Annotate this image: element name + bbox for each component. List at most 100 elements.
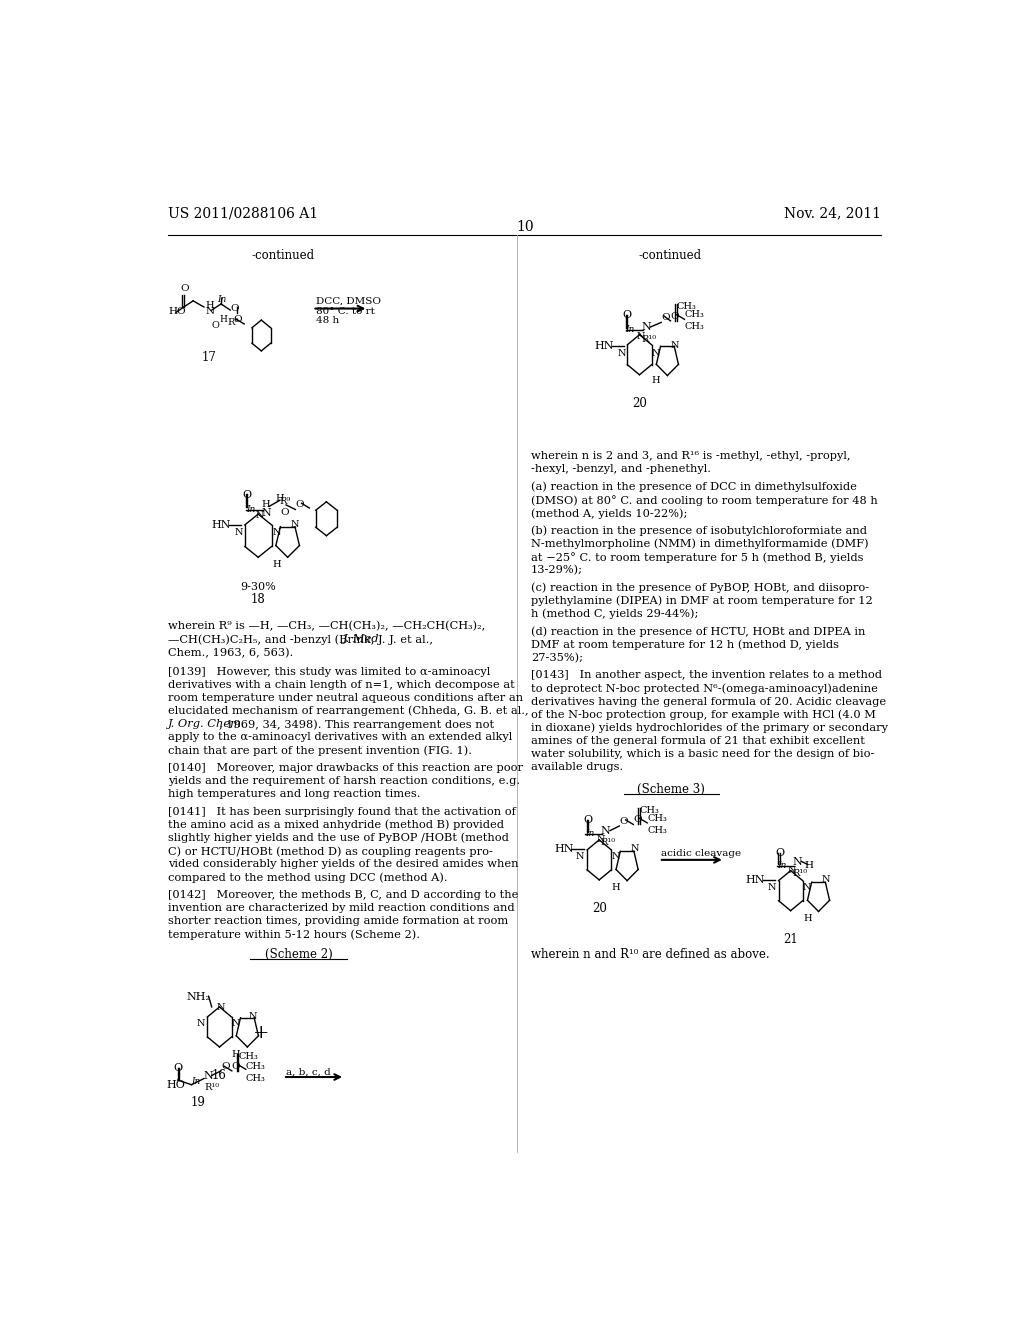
Text: amines of the general formula of 21 that exhibit excellent: amines of the general formula of 21 that… <box>531 737 865 746</box>
Text: O: O <box>221 1061 229 1071</box>
Text: HN: HN <box>595 341 614 351</box>
Text: (a) reaction in the presence of DCC in dimethylsulfoxide: (a) reaction in the presence of DCC in d… <box>531 482 857 492</box>
Text: high temperatures and long reaction times.: high temperatures and long reaction time… <box>168 789 421 799</box>
Text: 80° C. to rt: 80° C. to rt <box>315 308 375 315</box>
Text: H: H <box>803 913 812 923</box>
Text: 18: 18 <box>251 594 265 606</box>
Text: O: O <box>775 849 784 858</box>
Text: H: H <box>261 500 270 510</box>
Text: N: N <box>231 1019 241 1028</box>
Text: N: N <box>216 1003 225 1012</box>
Text: -continued: -continued <box>252 249 314 263</box>
Text: h (method C, yields 29-44%);: h (method C, yields 29-44%); <box>531 609 698 619</box>
Text: J. Org. Chem.: J. Org. Chem. <box>168 719 246 729</box>
Text: O: O <box>295 500 304 510</box>
Text: 10: 10 <box>516 220 534 234</box>
Text: O: O <box>620 817 628 826</box>
Text: +: + <box>253 1024 269 1041</box>
Text: (method A, yields 10-22%);: (method A, yields 10-22%); <box>531 508 687 519</box>
Text: 20: 20 <box>632 397 647 411</box>
Text: HO: HO <box>168 308 186 315</box>
Text: In: In <box>586 829 595 838</box>
Text: available drugs.: available drugs. <box>531 762 624 772</box>
Text: elucidated mechanism of rearrangement (Chheda, G. B. et al.,: elucidated mechanism of rearrangement (C… <box>168 706 529 717</box>
Text: yields and the requirement of harsh reaction conditions, e.g.: yields and the requirement of harsh reac… <box>168 776 520 785</box>
Text: O: O <box>584 816 593 825</box>
Text: N: N <box>793 857 802 867</box>
Text: O: O <box>233 314 242 323</box>
Text: US 2011/0288106 A1: US 2011/0288106 A1 <box>168 206 318 220</box>
Text: wherein R⁹ is —H, —CH₃, —CH(CH₃)₂, —CH₂CH(CH₃)₂,: wherein R⁹ is —H, —CH₃, —CH(CH₃)₂, —CH₂C… <box>168 620 485 631</box>
Text: water solubility, which is a basic need for the design of bio-: water solubility, which is a basic need … <box>531 748 874 759</box>
Text: H: H <box>231 1051 241 1059</box>
Text: at −25° C. to room temperature for 5 h (method B, yields: at −25° C. to room temperature for 5 h (… <box>531 552 863 562</box>
Text: R⁹: R⁹ <box>280 498 291 506</box>
Text: (Scheme 2): (Scheme 2) <box>264 948 333 961</box>
Text: (DMSO) at 80° C. and cooling to room temperature for 48 h: (DMSO) at 80° C. and cooling to room tem… <box>531 495 878 506</box>
Text: N: N <box>611 853 621 861</box>
Text: N: N <box>636 331 645 341</box>
Text: In: In <box>626 326 635 334</box>
Text: N: N <box>652 348 660 358</box>
Text: [0139]   However, this study was limited to α-aminoacyl: [0139] However, this study was limited t… <box>168 667 490 677</box>
Text: N: N <box>671 341 679 350</box>
Text: R¹⁰: R¹⁰ <box>793 869 807 878</box>
Text: DMF at room temperature for 12 h (method D, yields: DMF at room temperature for 12 h (method… <box>531 640 839 651</box>
Text: O: O <box>173 1063 182 1073</box>
Text: N: N <box>255 511 263 520</box>
Text: [0141]   It has been surprisingly found that the activation of: [0141] It has been surprisingly found th… <box>168 807 516 817</box>
Text: In: In <box>246 506 255 513</box>
Text: CH₃: CH₃ <box>677 302 696 312</box>
Text: N: N <box>197 1019 205 1028</box>
Text: pylethylamine (DIPEA) in DMF at room temperature for 12: pylethylamine (DIPEA) in DMF at room tem… <box>531 595 872 606</box>
Text: N: N <box>617 348 627 358</box>
Text: [0143]   In another aspect, the invention relates to a method: [0143] In another aspect, the invention … <box>531 671 882 680</box>
Text: HN: HN <box>554 845 573 854</box>
Text: (d) reaction in the presence of HCTU, HOBt and DIPEA in: (d) reaction in the presence of HCTU, HO… <box>531 627 865 638</box>
Text: In: In <box>776 862 786 870</box>
Text: R⁹: R⁹ <box>227 318 239 327</box>
Text: H: H <box>219 314 227 323</box>
Text: N: N <box>272 528 281 537</box>
Text: CH₃: CH₃ <box>684 310 705 319</box>
Text: , 1969, 34, 3498). This rearrangement does not: , 1969, 34, 3498). This rearrangement do… <box>219 719 495 730</box>
Text: H: H <box>206 301 214 310</box>
Text: R¹⁰: R¹⁰ <box>601 838 615 847</box>
Text: H: H <box>805 862 814 870</box>
Text: N: N <box>641 322 651 333</box>
Text: N: N <box>575 853 585 861</box>
Text: Chem., 1963, 6, 563).: Chem., 1963, 6, 563). <box>168 648 294 659</box>
Text: wherein n and R¹⁰ are defined as above.: wherein n and R¹⁰ are defined as above. <box>531 948 770 961</box>
Text: H: H <box>275 494 284 503</box>
Text: -hexyl, -benzyl, and -phenethyl.: -hexyl, -benzyl, and -phenethyl. <box>531 465 711 474</box>
Text: HO: HO <box>167 1080 185 1090</box>
Text: 13-29%);: 13-29%); <box>531 565 583 576</box>
Text: N: N <box>206 308 215 315</box>
Text: N: N <box>234 528 244 537</box>
Text: Nov. 24, 2011: Nov. 24, 2011 <box>784 206 882 220</box>
Text: derivatives having the general formula of 20. Acidic cleavage: derivatives having the general formula o… <box>531 697 886 706</box>
Text: temperature within 5-12 hours (Scheme 2).: temperature within 5-12 hours (Scheme 2)… <box>168 929 420 940</box>
Text: 17: 17 <box>202 351 217 364</box>
Text: CH₃: CH₃ <box>246 1074 265 1082</box>
Text: chain that are part of the present invention (FIG. 1).: chain that are part of the present inven… <box>168 744 472 756</box>
Text: N: N <box>204 1071 214 1081</box>
Text: N: N <box>767 883 776 892</box>
Text: R¹⁰: R¹⁰ <box>641 335 656 343</box>
Text: a, b, c, d: a, b, c, d <box>286 1068 331 1077</box>
Text: the amino acid as a mixed anhydride (method B) provided: the amino acid as a mixed anhydride (met… <box>168 820 504 830</box>
Text: O: O <box>662 313 670 322</box>
Text: O: O <box>243 490 252 499</box>
Text: 20: 20 <box>592 903 606 915</box>
Text: CH₃: CH₃ <box>647 826 667 836</box>
Text: [0140]   Moreover, major drawbacks of this reaction are poor: [0140] Moreover, major drawbacks of this… <box>168 763 523 772</box>
Text: N: N <box>821 875 830 884</box>
Text: of the N-boc protection group, for example with HCl (4.0 M: of the N-boc protection group, for examp… <box>531 710 876 721</box>
Text: N: N <box>291 520 299 529</box>
Text: O: O <box>180 284 189 293</box>
Text: N: N <box>787 866 796 875</box>
Text: DCC, DMSO: DCC, DMSO <box>315 297 381 306</box>
Text: 9-30%: 9-30% <box>241 582 276 591</box>
Text: 16: 16 <box>212 1069 227 1082</box>
Text: N: N <box>630 845 639 854</box>
